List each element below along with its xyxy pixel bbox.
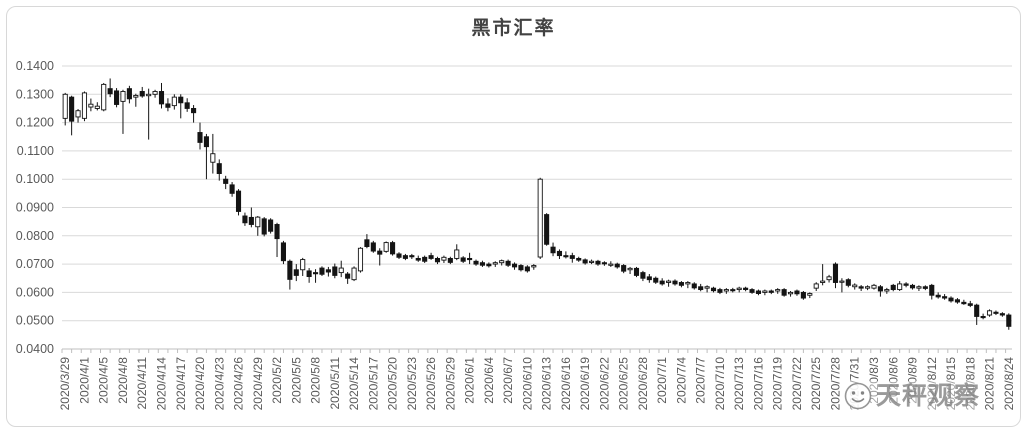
svg-text:2020/3/29: 2020/3/29 bbox=[58, 357, 72, 411]
svg-text:2020/4/23: 2020/4/23 bbox=[212, 357, 226, 411]
svg-text:0.1100: 0.1100 bbox=[17, 144, 54, 158]
svg-text:2020/7/16: 2020/7/16 bbox=[751, 357, 765, 411]
svg-text:2020/7/25: 2020/7/25 bbox=[809, 357, 823, 411]
svg-text:2020/7/4: 2020/7/4 bbox=[674, 357, 688, 404]
chart-title: 黑市汇率 bbox=[471, 18, 556, 39]
svg-text:2020/6/7: 2020/6/7 bbox=[501, 357, 515, 404]
svg-text:2020/7/13: 2020/7/13 bbox=[732, 357, 746, 411]
svg-text:2020/8/12: 2020/8/12 bbox=[925, 357, 939, 411]
svg-text:2020/5/2: 2020/5/2 bbox=[270, 357, 284, 404]
svg-text:0.0600: 0.0600 bbox=[16, 285, 54, 299]
svg-text:2020/6/19: 2020/6/19 bbox=[578, 357, 592, 411]
svg-text:2020/4/11: 2020/4/11 bbox=[135, 357, 149, 410]
svg-text:2020/8/9: 2020/8/9 bbox=[906, 357, 920, 404]
svg-text:0.1300: 0.1300 bbox=[16, 87, 54, 101]
svg-text:0.0400: 0.0400 bbox=[16, 342, 54, 356]
svg-text:2020/7/28: 2020/7/28 bbox=[828, 357, 842, 411]
svg-text:2020/5/20: 2020/5/20 bbox=[386, 357, 400, 411]
svg-text:0.0500: 0.0500 bbox=[16, 314, 54, 328]
svg-text:2020/5/29: 2020/5/29 bbox=[443, 357, 457, 411]
svg-text:2020/8/21: 2020/8/21 bbox=[983, 357, 997, 411]
svg-text:2020/7/10: 2020/7/10 bbox=[713, 357, 727, 411]
svg-text:2020/8/18: 2020/8/18 bbox=[963, 357, 977, 411]
svg-text:0.0800: 0.0800 bbox=[16, 229, 54, 243]
svg-text:2020/4/1: 2020/4/1 bbox=[77, 357, 91, 404]
svg-text:2020/7/1: 2020/7/1 bbox=[655, 357, 669, 404]
svg-text:2020/7/7: 2020/7/7 bbox=[694, 357, 708, 404]
svg-text:2020/6/16: 2020/6/16 bbox=[559, 357, 573, 411]
svg-text:2020/6/13: 2020/6/13 bbox=[540, 357, 554, 411]
svg-text:0.0900: 0.0900 bbox=[16, 201, 54, 215]
svg-text:2020/4/29: 2020/4/29 bbox=[251, 357, 265, 411]
svg-text:2020/5/8: 2020/5/8 bbox=[309, 357, 323, 404]
svg-text:2020/6/22: 2020/6/22 bbox=[597, 357, 611, 411]
svg-text:2020/6/28: 2020/6/28 bbox=[636, 357, 650, 411]
svg-text:2020/8/24: 2020/8/24 bbox=[1002, 357, 1016, 411]
svg-text:2020/7/19: 2020/7/19 bbox=[771, 357, 785, 411]
svg-text:2020/5/23: 2020/5/23 bbox=[405, 357, 419, 411]
svg-text:2020/4/20: 2020/4/20 bbox=[193, 357, 207, 411]
svg-text:0.1400: 0.1400 bbox=[16, 59, 54, 73]
svg-text:2020/8/6: 2020/8/6 bbox=[886, 357, 900, 404]
svg-text:2020/6/4: 2020/6/4 bbox=[482, 357, 496, 404]
svg-text:2020/5/5: 2020/5/5 bbox=[289, 357, 303, 404]
chart-frame bbox=[6, 6, 1021, 427]
svg-text:2020/8/15: 2020/8/15 bbox=[944, 357, 958, 411]
svg-text:0.1000: 0.1000 bbox=[16, 172, 54, 186]
svg-text:2020/5/11: 2020/5/11 bbox=[328, 357, 342, 410]
svg-text:2020/4/14: 2020/4/14 bbox=[154, 357, 168, 411]
svg-text:2020/4/5: 2020/4/5 bbox=[97, 357, 111, 404]
svg-text:2020/4/17: 2020/4/17 bbox=[174, 357, 188, 411]
svg-text:2020/7/22: 2020/7/22 bbox=[790, 357, 804, 411]
svg-text:2020/7/31: 2020/7/31 bbox=[848, 357, 862, 411]
svg-text:2020/8/3: 2020/8/3 bbox=[867, 357, 881, 404]
svg-text:0.0700: 0.0700 bbox=[16, 257, 54, 271]
svg-text:2020/6/10: 2020/6/10 bbox=[520, 357, 534, 411]
svg-text:2020/6/25: 2020/6/25 bbox=[617, 357, 631, 411]
svg-text:2020/4/8: 2020/4/8 bbox=[116, 357, 130, 404]
svg-text:2020/6/1: 2020/6/1 bbox=[463, 357, 477, 404]
svg-text:2020/5/26: 2020/5/26 bbox=[424, 357, 438, 411]
svg-text:2020/5/17: 2020/5/17 bbox=[366, 357, 380, 411]
svg-text:2020/5/14: 2020/5/14 bbox=[347, 357, 361, 411]
svg-text:2020/4/26: 2020/4/26 bbox=[232, 357, 246, 411]
svg-text:0.1200: 0.1200 bbox=[16, 116, 54, 130]
